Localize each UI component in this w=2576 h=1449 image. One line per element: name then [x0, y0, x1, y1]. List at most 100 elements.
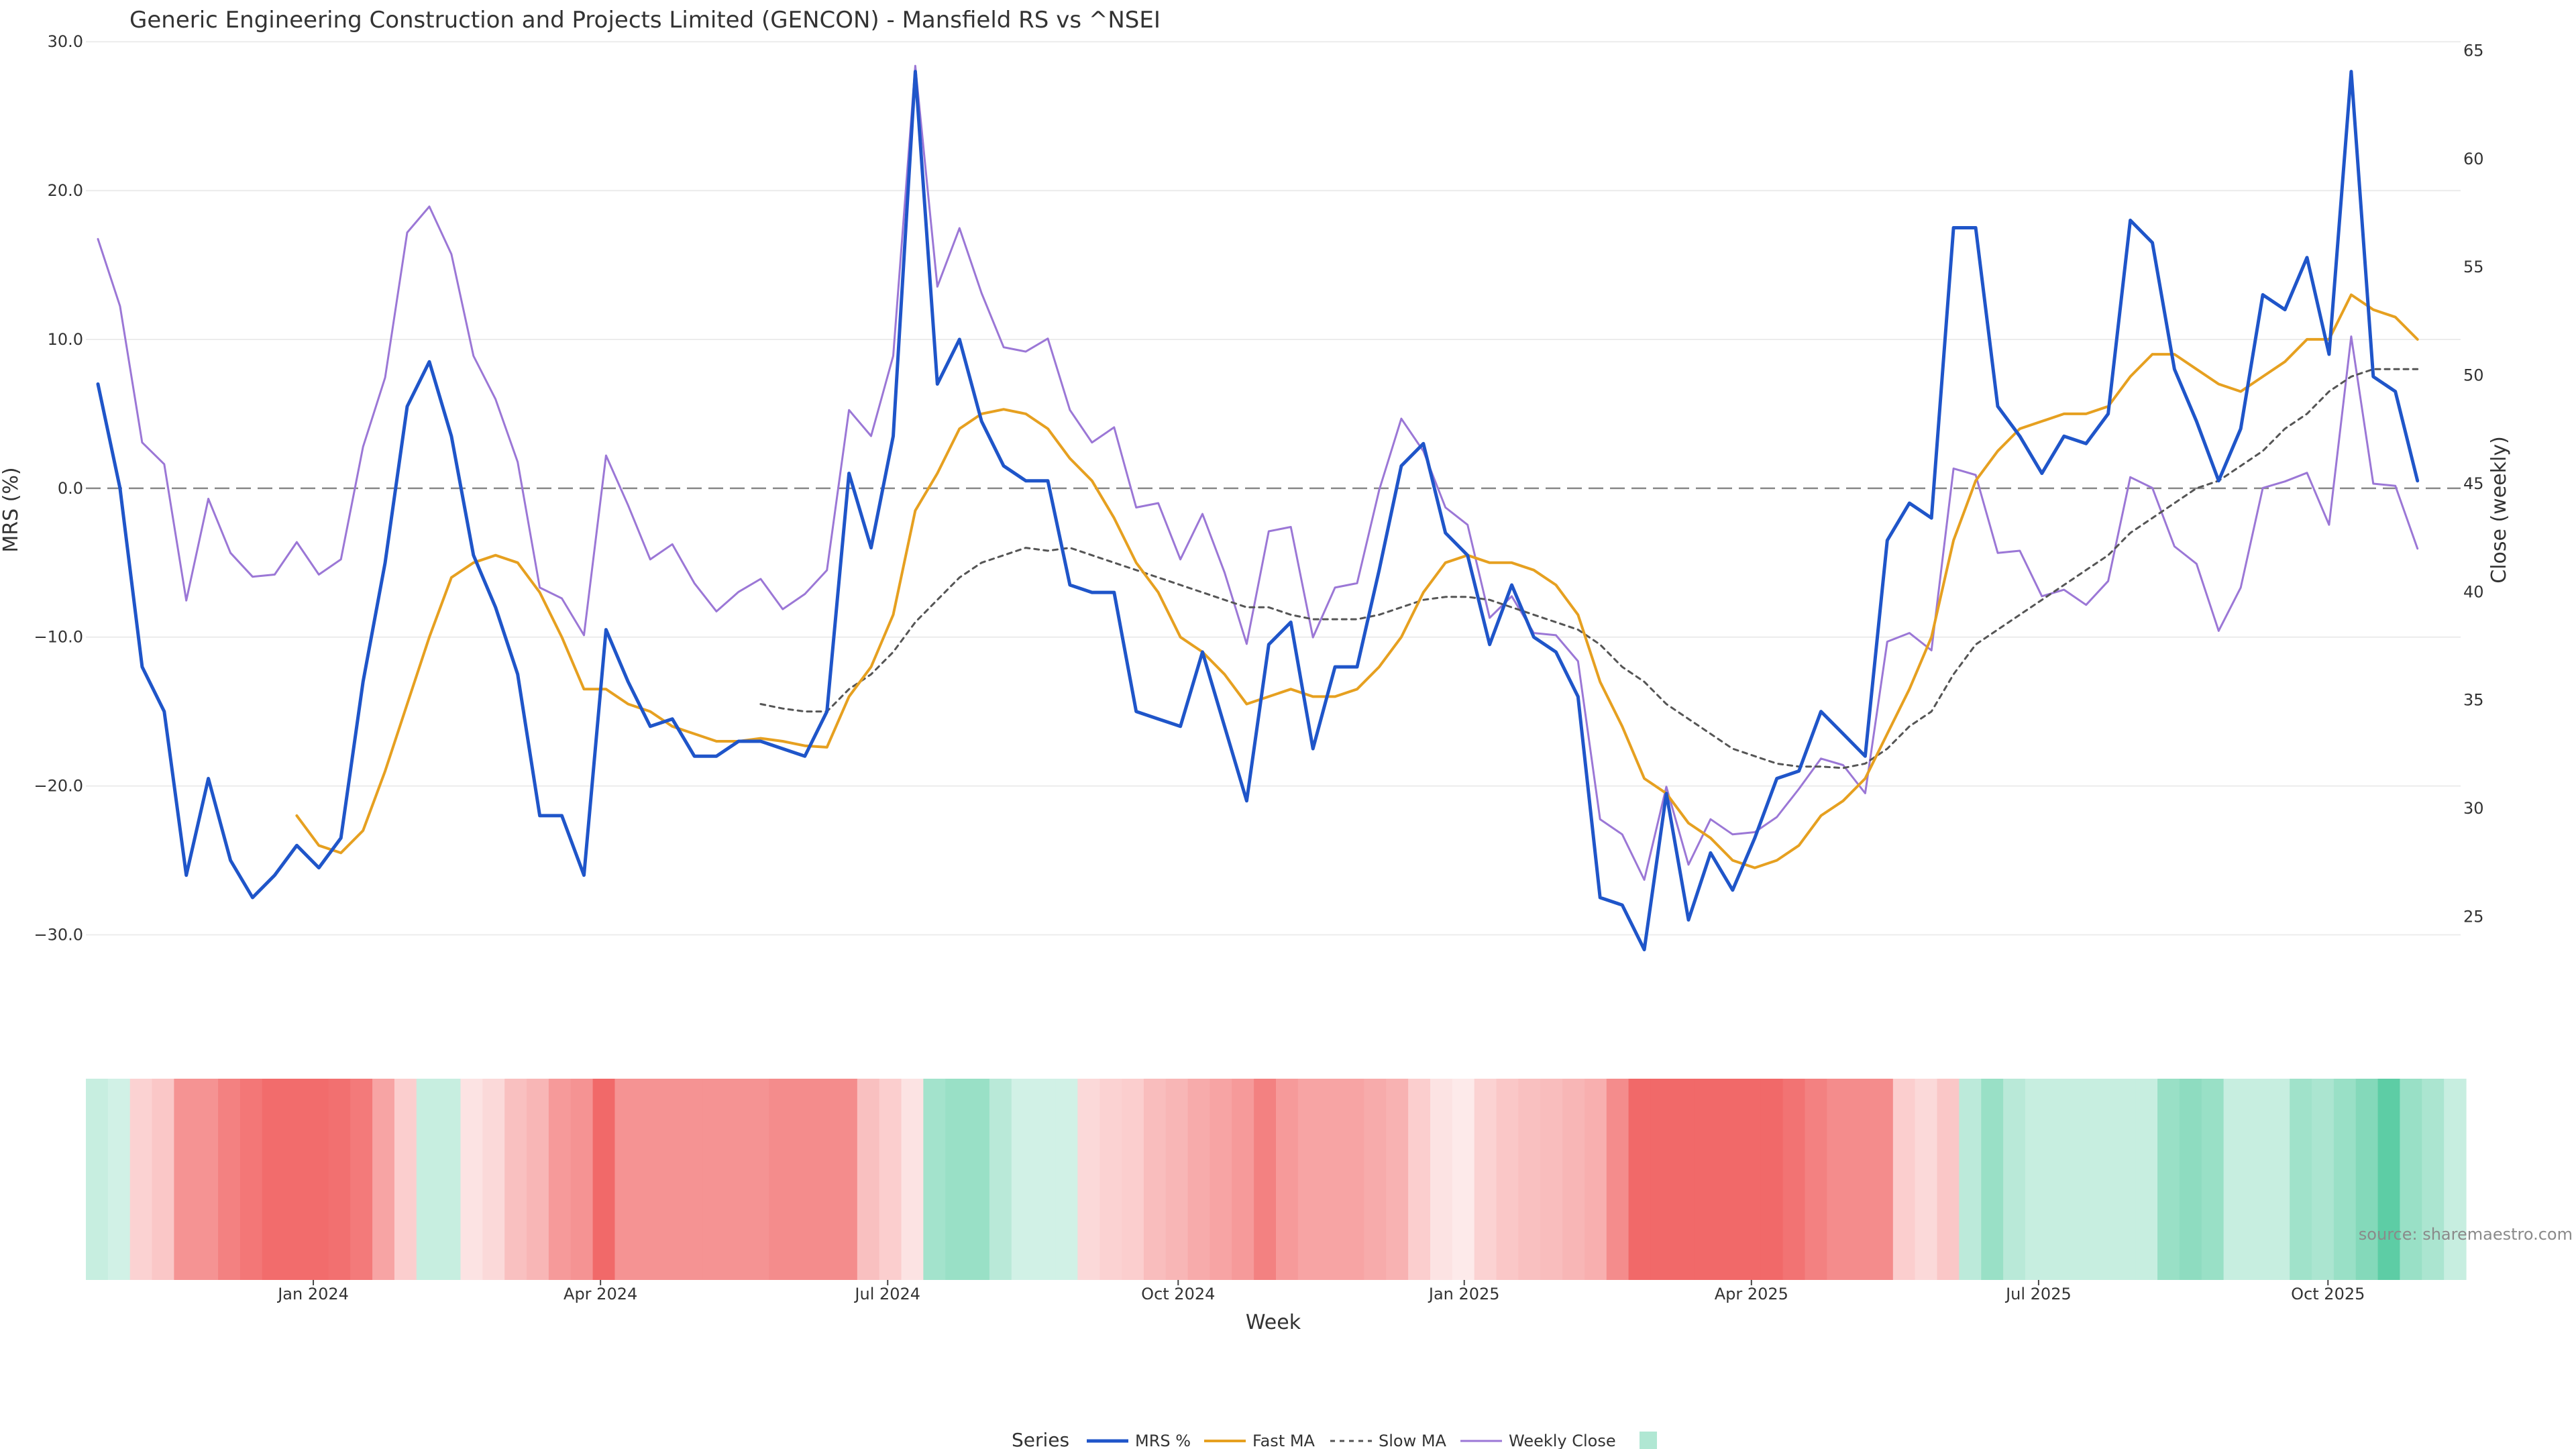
y2-tick-label: 45: [2463, 474, 2484, 493]
heatmap-cell: [1782, 1079, 1806, 1280]
heatmap-cell: [879, 1079, 902, 1280]
heatmap-cell: [1276, 1079, 1299, 1280]
series-lines: [96, 64, 2420, 952]
heatmap-cell: [416, 1079, 439, 1280]
heatmap-cell: [2003, 1079, 2026, 1280]
heatmap-cell: [659, 1079, 682, 1280]
heatmap-cell: [2377, 1079, 2401, 1280]
heatmap-cell: [86, 1079, 109, 1280]
y2-tick-label: 40: [2463, 582, 2484, 601]
heatmap-cell: [1430, 1079, 1453, 1280]
legend-label: Weekly Close: [1509, 1432, 1616, 1449]
heatmap-cell: [1760, 1079, 1784, 1280]
heatmap-cell: [1738, 1079, 1762, 1280]
heatmap-cell: [2290, 1079, 2312, 1280]
y-tick-label: −30.0: [34, 925, 83, 944]
legend: Series MRS % Fast MA Slow MA Weekly Close: [1012, 1429, 1657, 1449]
heatmap-cell: [1364, 1079, 1387, 1280]
mrs-heatmap-strip: [86, 1079, 2467, 1280]
heatmap-cell: [1915, 1079, 1938, 1280]
heatmap-cell: [1562, 1079, 1585, 1280]
x-tick-label: Jan 2024: [276, 1285, 349, 1303]
heatmap-cell: [1254, 1079, 1277, 1280]
heatmap-cell: [1210, 1079, 1232, 1280]
legend-label: MRS %: [1135, 1432, 1191, 1449]
x-tick-label: Apr 2024: [564, 1285, 637, 1303]
heatmap-cell: [1320, 1079, 1343, 1280]
heatmap-cell: [923, 1079, 946, 1280]
heatmap-cell: [2444, 1079, 2467, 1280]
series-line-slow-ma: [759, 368, 2419, 769]
y-axis-left: 30.0 20.0 10.0 0.0 −10.0 −20.0 −30.0: [34, 32, 83, 944]
heatmap-cell: [1892, 1079, 1916, 1280]
y2-tick-label: 35: [2463, 691, 2484, 710]
y-tick-label: 30.0: [48, 32, 83, 51]
heatmap-cell: [857, 1079, 880, 1280]
heatmap-cell: [2135, 1079, 2158, 1280]
heatmap-cell: [460, 1079, 483, 1280]
heatmap-cell: [239, 1079, 263, 1280]
legend-label: Fast MA: [1252, 1432, 1316, 1449]
heatmap-cell: [262, 1079, 285, 1280]
legend-label: Slow MA: [1379, 1432, 1447, 1449]
heatmap-cell: [129, 1079, 153, 1280]
y-tick-label: 20.0: [48, 181, 83, 200]
heatmap-cell: [2201, 1079, 2224, 1280]
heatmap-cell: [2113, 1079, 2136, 1280]
heatmap-cell: [1672, 1079, 1695, 1280]
heatmap-cell: [107, 1079, 131, 1280]
heatmap-cell: [394, 1079, 417, 1280]
series-line-fast-ma: [295, 293, 2419, 869]
series-line-mrs: [96, 70, 2420, 952]
heatmap-cell: [1122, 1079, 1144, 1280]
y-tick-label: −20.0: [34, 777, 83, 796]
chart-title: Generic Engineering Construction and Pro…: [129, 7, 1161, 34]
y2-tick-label: 65: [2463, 42, 2484, 60]
heatmap-cell: [1584, 1079, 1607, 1280]
gridlines: [86, 41, 2461, 936]
y2-tick-label: 55: [2463, 258, 2484, 276]
heatmap-cell: [438, 1079, 462, 1280]
heatmap-cell: [637, 1079, 659, 1280]
heatmap-cell: [614, 1079, 637, 1280]
heatmap-cell: [350, 1079, 373, 1280]
heatmap-cell: [724, 1079, 748, 1280]
heatmap-cell: [328, 1079, 351, 1280]
heatmap-cell: [152, 1079, 175, 1280]
heatmap-cell: [1342, 1079, 1365, 1280]
x-tick-label: Oct 2024: [1141, 1285, 1215, 1303]
heatmap-cell: [2355, 1079, 2379, 1280]
heatmap-cell: [306, 1079, 329, 1280]
heatmap-cell: [1496, 1079, 1519, 1280]
heatmap-cell: [2422, 1079, 2445, 1280]
x-tick-label: Jul 2024: [853, 1285, 920, 1303]
y-tick-label: 0.0: [58, 479, 83, 498]
heatmap-cell: [1077, 1079, 1100, 1280]
y-tick-label: 10.0: [48, 330, 83, 349]
heatmap-cell: [1628, 1079, 1652, 1280]
heatmap-cell: [1937, 1079, 1960, 1280]
heatmap-cell: [813, 1079, 836, 1280]
y2-axis-title: Close (weekly): [2487, 436, 2511, 584]
heatmap-cell: [1232, 1079, 1254, 1280]
heatmap-cell: [284, 1079, 307, 1280]
heatmap-cell: [1959, 1079, 1982, 1280]
heatmap-cell: [945, 1079, 968, 1280]
heatmap-cell: [1055, 1079, 1078, 1280]
heatmap-cell: [1849, 1079, 1872, 1280]
x-tick-label: Oct 2025: [2291, 1285, 2365, 1303]
heatmap-cell: [1518, 1079, 1541, 1280]
heatmap-cell: [2267, 1079, 2290, 1280]
y2-tick-label: 25: [2463, 907, 2484, 926]
heatmap-cell: [504, 1079, 527, 1280]
heatmap-cell: [1033, 1079, 1057, 1280]
heatmap-cell: [989, 1079, 1012, 1280]
heatmap-cell: [1474, 1079, 1497, 1280]
heatmap-cell: [1871, 1079, 1894, 1280]
y-axis-right: 25 30 35 40 45 50 55 60 65: [2463, 42, 2484, 926]
heatmap-cell: [1805, 1079, 1827, 1280]
legend-heatmap-swatch: [1640, 1432, 1657, 1449]
heatmap-cell: [1386, 1079, 1409, 1280]
heatmap-cell: [2047, 1079, 2070, 1280]
